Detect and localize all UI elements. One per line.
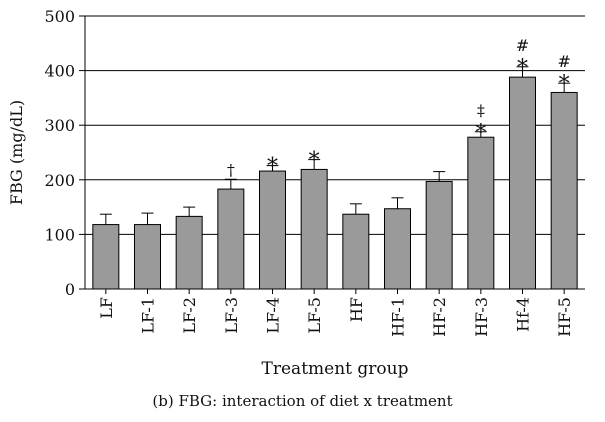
bar xyxy=(300,168,328,290)
x-tick-label: LF xyxy=(97,297,116,319)
bar xyxy=(509,76,536,290)
y-axis-title: FBG (mg/dL) xyxy=(7,100,26,205)
x-tick-label: Hf-4 xyxy=(514,297,533,332)
bar xyxy=(342,213,370,290)
significance-marker: * xyxy=(475,121,486,146)
bar xyxy=(134,224,161,290)
y-tick-label: 300 xyxy=(44,116,75,135)
x-tick-label: HF-1 xyxy=(389,297,408,337)
bar xyxy=(92,224,120,290)
x-tick-label: LF-4 xyxy=(264,297,283,334)
figure-caption: (b) FBG: interaction of diet x treatment xyxy=(152,392,453,410)
x-tick-label: HF-5 xyxy=(555,297,574,337)
bar xyxy=(259,170,286,290)
y-tick-label: 100 xyxy=(44,225,75,244)
x-axis-title: Treatment group xyxy=(262,359,409,379)
significance-marker: # xyxy=(557,52,570,71)
bar xyxy=(425,180,453,290)
bar xyxy=(384,208,411,290)
x-tick-label: HF xyxy=(347,297,366,322)
significance-marker: * xyxy=(559,72,570,97)
bar xyxy=(217,188,245,290)
labels: 0 100 200 300 400 500 LF LF-1 LF-2 LF-3 † LF-4 * LF-5… xyxy=(7,7,574,379)
y-tick-label: 200 xyxy=(44,171,75,190)
y-tick-label: 0 xyxy=(65,280,75,299)
x-tick-label: LF-1 xyxy=(139,297,158,334)
axes xyxy=(79,15,585,294)
bar xyxy=(175,215,203,290)
significance-marker: * xyxy=(267,155,278,180)
significance-marker: ‡ xyxy=(477,101,485,120)
x-tick-label: LF-5 xyxy=(305,297,324,334)
y-tick-label: 500 xyxy=(44,7,75,26)
x-tick-label: LF-2 xyxy=(180,297,199,334)
x-tick-label: HF-3 xyxy=(472,297,491,337)
x-tick-label: LF-3 xyxy=(222,297,241,334)
significance-marker: # xyxy=(516,36,529,55)
bars xyxy=(92,66,578,290)
y-tick-label: 400 xyxy=(44,62,75,81)
significance-marker: * xyxy=(309,149,320,174)
x-tick-label: HF-2 xyxy=(430,297,449,337)
bar xyxy=(467,136,495,290)
bar xyxy=(550,91,578,290)
gridlines xyxy=(85,15,585,235)
significance-marker: * xyxy=(517,56,528,81)
significance-marker: † xyxy=(227,160,235,179)
